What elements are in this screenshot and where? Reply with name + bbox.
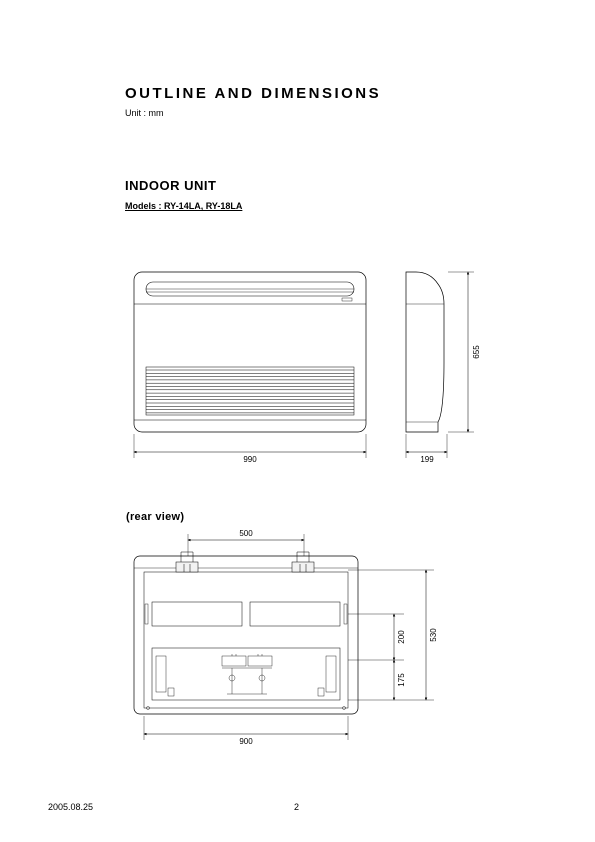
footer-page-number: 2 [294,802,299,812]
dim-rear-h1: 175 [397,673,406,687]
bracket-right [292,552,314,572]
dim-side-depth: 199 [420,455,434,464]
rear-view-label: (rear view) [126,511,184,523]
unit-label: Unit : mm [125,108,164,118]
models-text: RY-14LA, RY-18LA [164,201,242,211]
page-title: OUTLINE AND DIMENSIONS [125,85,381,102]
dim-rear-width: 900 [239,737,253,746]
side-view: 199 655 [406,272,481,464]
dim-rear-top: 500 [239,529,253,538]
bracket-left [176,552,198,572]
models-prefix: Models : [125,201,164,211]
rear-body [134,552,358,714]
dim-front-width: 990 [243,455,257,464]
dim-rear-h2: 200 [397,630,406,644]
section-title: INDOOR UNIT [125,178,216,193]
dim-rear-htotal: 530 [429,628,438,642]
dim-side-height: 655 [472,345,481,359]
rear-view-drawing: 500 [126,528,506,768]
models-line: Models : RY-14LA, RY-18LA [125,201,242,211]
front-view: 990 [134,272,366,464]
footer-date: 2005.08.25 [48,802,93,812]
front-side-drawing: 990 199 655 [126,262,486,480]
